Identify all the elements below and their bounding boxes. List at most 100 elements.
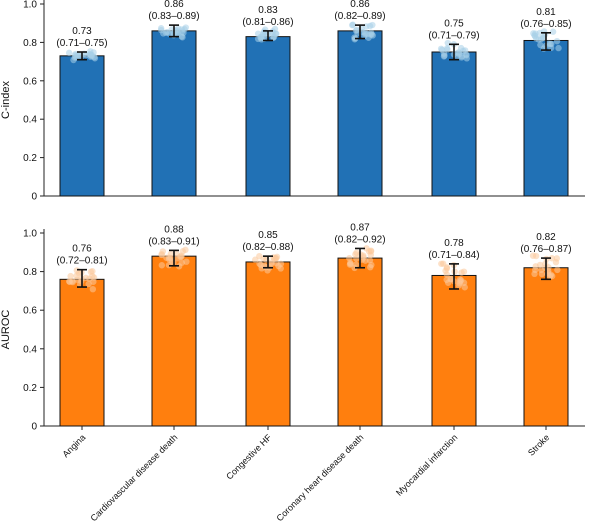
bootstrap-dot: [365, 248, 373, 255]
x-tick-label: Stroke: [526, 432, 551, 457]
bootstrap-dot: [363, 23, 370, 30]
bootstrap-dot: [65, 278, 73, 285]
bootstrap-dot: [67, 272, 74, 280]
ci-label: (0.71–0.75): [56, 38, 107, 49]
ci-label: (0.82–0.88): [242, 242, 293, 253]
panel-1: 0 0.2 0.4 0.6 0.8 1.0 AUROC 0.76(0.72–0.81) 0.88…: [0, 222, 585, 433]
bootstrap-dot: [273, 260, 280, 267]
bootstrap-dot: [179, 248, 187, 255]
value-label: 0.87: [350, 222, 370, 233]
bootstrap-dot: [346, 261, 354, 268]
bar: [245, 261, 291, 427]
bar: [523, 267, 569, 427]
bootstrap-dot: [165, 254, 173, 261]
bootstrap-dot: [443, 45, 451, 52]
bootstrap-dot: [157, 25, 165, 32]
bootstrap-dot: [260, 255, 267, 262]
value-label: 0.82: [536, 232, 556, 243]
y-tick-label: 0: [31, 192, 37, 203]
bootstrap-dot: [252, 256, 259, 263]
y-tick-label: 0.6: [23, 76, 37, 87]
y-tick-label: 0.4: [23, 344, 37, 355]
bootstrap-dot: [349, 21, 357, 28]
bar: [337, 257, 383, 427]
bootstrap-dot: [455, 282, 462, 289]
bar: [337, 30, 383, 197]
x-tick-label: Congestive HF: [224, 432, 274, 482]
bootstrap-dot: [353, 255, 360, 262]
bootstrap-dot: [346, 255, 353, 262]
bootstrap-dot: [458, 54, 465, 61]
bootstrap-dot: [368, 261, 375, 269]
bootstrap-dot: [458, 269, 465, 276]
y-axis-label: AUROC: [0, 310, 12, 350]
bootstrap-dot: [548, 272, 556, 280]
bootstrap-dot: [456, 276, 464, 283]
bootstrap-dot: [549, 28, 557, 35]
ci-label: (0.82–0.89): [334, 11, 385, 22]
value-label: 0.75: [444, 18, 464, 29]
bootstrap-dot: [268, 259, 275, 266]
bootstrap-dot: [461, 284, 468, 291]
bar: [245, 36, 291, 197]
bootstrap-dot: [179, 34, 186, 41]
bootstrap-dot: [178, 26, 186, 33]
bootstrap-dot: [437, 45, 445, 52]
ci-label: (0.72–0.81): [56, 256, 107, 267]
bootstrap-dot: [165, 261, 173, 269]
y-tick-label: 0.2: [23, 383, 37, 394]
bar: [431, 51, 477, 197]
bootstrap-dot: [538, 270, 546, 278]
y-axis-label: C-index: [0, 81, 12, 119]
bootstrap-dot: [174, 255, 181, 262]
bar: [431, 274, 477, 427]
bootstrap-dot: [537, 35, 545, 43]
bootstrap-dot: [365, 34, 372, 41]
ci-label: (0.83–0.91): [148, 236, 199, 247]
bootstrap-dot: [89, 285, 97, 293]
bootstrap-dot: [555, 44, 562, 52]
bootstrap-dot: [258, 33, 265, 40]
y-tick-label: 0: [31, 422, 37, 433]
bootstrap-dot: [75, 269, 83, 277]
bar: [151, 30, 197, 197]
ci-label: (0.76–0.85): [520, 19, 571, 30]
value-label: 0.85: [258, 230, 278, 241]
y-tick-label: 0.8: [23, 38, 37, 49]
y-tick-label: 0.8: [23, 267, 37, 278]
ci-label: (0.71–0.79): [428, 30, 479, 41]
bootstrap-dot: [438, 260, 445, 267]
value-label: 0.81: [536, 7, 556, 18]
x-tick-label: Cardiovascular disease death: [88, 432, 179, 523]
value-label: 0.86: [164, 0, 184, 10]
bootstrap-dot: [89, 272, 96, 280]
bootstrap-dot: [554, 266, 561, 274]
value-label: 0.76: [72, 244, 92, 255]
bootstrap-dot: [441, 52, 448, 59]
ci-label: (0.71–0.84): [428, 250, 479, 261]
x-tick-label: Myocardial infarction: [394, 432, 459, 497]
bootstrap-dot: [553, 255, 561, 262]
bootstrap-dot: [271, 25, 279, 33]
value-label: 0.83: [258, 5, 278, 16]
ci-label: (0.81–0.86): [242, 17, 293, 28]
bootstrap-dot: [361, 29, 369, 36]
bootstrap-dot: [537, 41, 544, 49]
panel-0: 0 0.2 0.4 0.6 0.8 1.0 C-index 0.73(0.71–0.75) 0.…: [0, 0, 585, 203]
ci-label: (0.82–0.92): [334, 234, 385, 245]
bootstrap-dot: [530, 30, 537, 37]
y-tick-label: 1.0: [23, 0, 37, 11]
bootstrap-dot: [442, 267, 449, 274]
bar: [59, 278, 105, 427]
y-tick-label: 0.2: [23, 153, 37, 164]
value-label: 0.88: [164, 224, 184, 235]
bootstrap-dot: [90, 49, 97, 56]
x-tick-label: Angina: [61, 432, 88, 459]
bootstrap-dot: [270, 33, 278, 41]
bootstrap-dot: [548, 255, 556, 262]
bar: [151, 255, 197, 427]
bootstrap-dot: [183, 258, 190, 265]
value-label: 0.73: [72, 26, 92, 37]
